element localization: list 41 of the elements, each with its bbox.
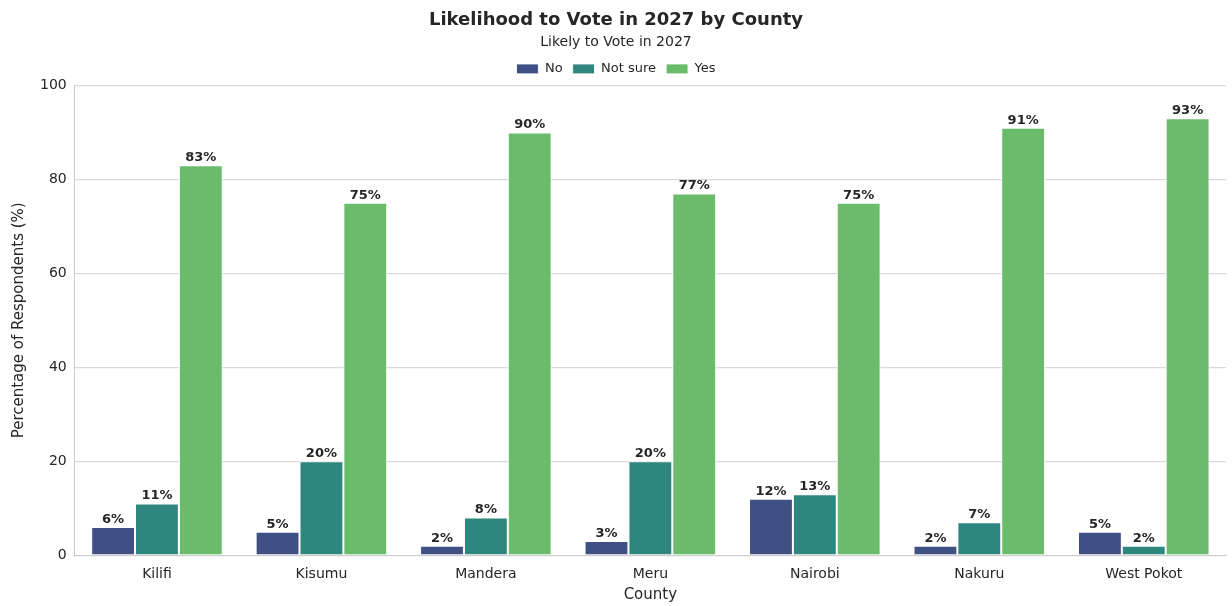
legend-label: No — [544, 60, 563, 76]
y-tick-label: 80 — [48, 170, 67, 186]
data-label: 20% — [305, 445, 337, 461]
x-tick-label: Nairobi — [789, 565, 840, 582]
data-label: 75% — [843, 186, 875, 202]
x-tick-label: Kisumu — [295, 565, 348, 582]
data-label: 11% — [141, 487, 173, 503]
data-label: 20% — [634, 445, 666, 461]
y-tick-label: 60 — [48, 263, 67, 280]
data-label: 3% — [595, 524, 618, 540]
data-label: 5% — [1088, 515, 1111, 531]
data-label: 93% — [1172, 102, 1204, 118]
y-tick-label: 0 — [57, 545, 67, 562]
data-label: 13% — [799, 478, 831, 493]
data-label: 7% — [968, 506, 991, 522]
data-label: 2% — [1132, 529, 1155, 545]
chart-title: Likelihood to Vote in 2027 by County — [428, 8, 804, 30]
x-tick-label: Mandera — [455, 565, 517, 582]
x-axis-title: County — [623, 584, 678, 603]
y-axis-title: Percentage of Respondents (%) — [8, 202, 27, 439]
y-tick-label: 20 — [48, 451, 67, 468]
data-label: 77% — [678, 177, 710, 193]
data-label: 6% — [102, 510, 125, 526]
y-tick-label: 40 — [48, 357, 67, 374]
x-tick-label: Meru — [632, 565, 669, 582]
x-tick-label: West Pokot — [1105, 565, 1183, 582]
y-tick-label: 100 — [39, 76, 67, 93]
legend-label: Not sure — [601, 60, 657, 76]
data-label: 2% — [924, 529, 947, 545]
data-label: 91% — [1007, 111, 1039, 127]
data-label: 75% — [349, 186, 381, 202]
data-label: 83% — [185, 149, 217, 165]
data-label: 8% — [474, 501, 497, 517]
legend-label: Yes — [693, 60, 716, 76]
x-tick-label: Kilifi — [142, 565, 172, 582]
data-label: 12% — [755, 482, 787, 498]
legend-title: Likely to Vote in 2027 — [540, 33, 692, 50]
data-label: 5% — [266, 515, 289, 531]
data-label: 90% — [514, 116, 546, 132]
data-label: 2% — [431, 529, 454, 545]
x-tick-label: Nakuru — [954, 565, 1005, 582]
